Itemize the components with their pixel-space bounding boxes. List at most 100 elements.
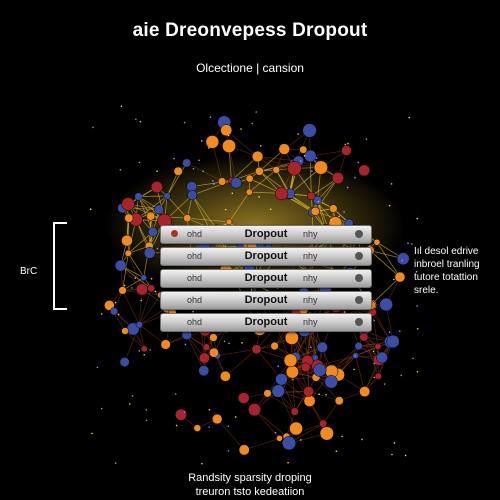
- network-node: [312, 195, 323, 206]
- network-node: [160, 339, 171, 350]
- network-node: [272, 166, 281, 174]
- layer-left-label: ohd: [187, 273, 203, 283]
- network-node: [140, 345, 148, 353]
- sparkle-dot: [202, 170, 204, 172]
- sparkle-dot: [183, 121, 186, 124]
- network-node: [307, 191, 316, 201]
- sparkle-dot: [154, 290, 157, 293]
- network-node: [173, 166, 183, 176]
- sparkle-dot: [145, 419, 148, 422]
- network-node: [220, 370, 231, 382]
- network-node: [394, 271, 406, 283]
- layer-left-label: ohd: [187, 295, 203, 305]
- layer-center-label: Dropout: [244, 228, 288, 240]
- sparkle-dot: [354, 176, 356, 179]
- network-node: [331, 172, 344, 185]
- network-node: [238, 444, 250, 456]
- sparkle-dot: [100, 313, 103, 315]
- sparkle-dot: [287, 461, 289, 464]
- network-node: [245, 188, 253, 196]
- node-icon: [171, 230, 178, 237]
- sparkle-dot: [330, 219, 333, 221]
- network-node: [134, 192, 143, 201]
- sparkle-dot: [156, 170, 158, 173]
- network-node: [281, 436, 297, 451]
- network-node: [140, 274, 147, 281]
- network-node: [217, 177, 227, 186]
- sparkle-dot: [96, 366, 99, 369]
- sparkle-dot: [135, 118, 137, 121]
- sparkle-dot: [343, 211, 345, 213]
- dropout-layer-stack: ohd Dropout nhy ohd Dropout nhy ohd Drop…: [160, 225, 372, 335]
- network-node: [302, 123, 317, 138]
- sparkle-dot: [114, 462, 117, 464]
- sparkle-dot: [174, 393, 177, 395]
- network-node: [124, 213, 134, 223]
- sparkle-dot: [408, 116, 411, 119]
- sparkle-dot: [372, 350, 375, 353]
- sparkle-dot: [259, 145, 262, 147]
- network-node: [209, 347, 219, 358]
- sparkle-dot: [223, 340, 226, 343]
- sparkle-dot: [401, 259, 403, 262]
- layer-center-label: Dropout: [244, 250, 288, 262]
- sparkle-dot: [123, 284, 126, 287]
- network-node: [359, 386, 371, 398]
- sparkle-dot: [404, 454, 407, 457]
- sparkle-dot: [357, 161, 360, 164]
- network-node: [175, 408, 187, 421]
- sparkle-dot: [92, 126, 94, 129]
- sparkle-dot: [224, 208, 227, 211]
- network-node: [225, 218, 233, 226]
- sparkle-dot: [149, 349, 151, 351]
- sparkle-dot: [208, 408, 211, 411]
- network-node: [251, 150, 264, 163]
- network-node: [119, 357, 130, 368]
- sparkle-dot: [201, 462, 203, 465]
- network-node: [290, 407, 299, 416]
- network-node: [205, 135, 220, 149]
- dropout-layer: ohd Dropout nhy: [160, 225, 372, 244]
- network-node: [163, 192, 171, 200]
- node-icon: [355, 318, 363, 326]
- node-icon: [355, 230, 363, 238]
- network-node: [135, 321, 143, 329]
- sparkle-dot: [318, 393, 320, 395]
- network-node: [248, 403, 262, 417]
- network-node: [183, 214, 192, 223]
- sparkle-dot: [335, 450, 338, 453]
- network-node: [237, 392, 250, 404]
- network-node: [354, 341, 363, 351]
- sparkle-dot: [138, 161, 141, 164]
- sparkle-dot: [299, 160, 302, 162]
- diagram-subtitle: Olcectione | cansion: [196, 61, 304, 75]
- sparkle-dot: [393, 442, 396, 444]
- sparkle-dot: [373, 376, 376, 379]
- node-icon: [355, 252, 363, 260]
- network-node: [245, 174, 254, 183]
- sparkle-dot: [175, 424, 178, 427]
- network-node: [303, 386, 314, 397]
- network-node: [187, 190, 198, 201]
- network-node: [121, 197, 135, 211]
- sparkle-dot: [388, 204, 391, 207]
- network-node: [324, 375, 338, 389]
- network-node: [359, 332, 369, 342]
- footer-caption-line: Randsity sparsity droping: [188, 472, 312, 484]
- sparkle-dot: [373, 362, 376, 365]
- sparkle-dot: [416, 305, 418, 307]
- node-icon: [355, 274, 363, 282]
- network-node: [154, 204, 164, 215]
- network-node: [211, 413, 223, 425]
- sparkle-dot: [134, 277, 136, 279]
- sparkle-dot: [213, 183, 215, 185]
- sparkle-dot: [393, 278, 395, 281]
- sparkle-dot: [310, 346, 312, 349]
- network-node: [313, 363, 327, 377]
- sparkle-dot: [208, 426, 210, 428]
- sparkle-dot: [317, 200, 320, 203]
- sparkle-dot: [269, 208, 272, 211]
- layer-left-label: ohd: [187, 317, 203, 327]
- network-node: [299, 145, 308, 154]
- sparkle-dot: [183, 411, 186, 413]
